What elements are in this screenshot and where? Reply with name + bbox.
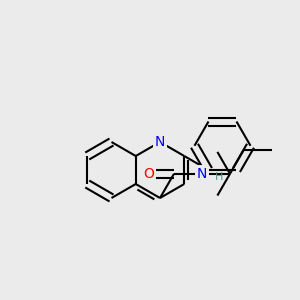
Text: N: N [155, 135, 165, 149]
Text: N: N [197, 167, 207, 181]
Text: O: O [143, 167, 154, 181]
Text: H: H [215, 172, 224, 182]
